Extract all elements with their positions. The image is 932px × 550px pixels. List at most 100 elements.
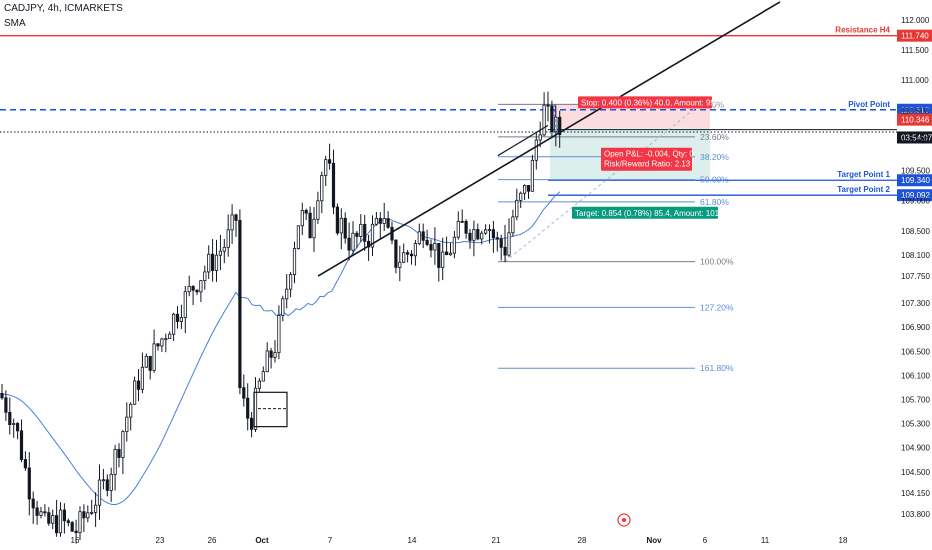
candle-body bbox=[441, 251, 445, 268]
y-tick-label: 105.700 bbox=[901, 396, 930, 405]
x-tick-label: 28 bbox=[578, 536, 587, 545]
candle-body bbox=[308, 212, 312, 239]
candle-body bbox=[62, 509, 67, 522]
candle-body bbox=[226, 229, 230, 248]
fib-level-label: 0.00% bbox=[700, 99, 725, 109]
candle-body bbox=[125, 416, 129, 433]
x-tick-label: 21 bbox=[492, 536, 501, 545]
candle-body bbox=[51, 515, 55, 524]
candle-body bbox=[343, 217, 347, 239]
level-label: Target Point 2 bbox=[837, 185, 890, 194]
candle-body bbox=[0, 393, 4, 399]
level-price-text: 111.740 bbox=[901, 32, 929, 41]
candle-body bbox=[4, 397, 8, 413]
price-tag-text: 110.346 bbox=[901, 116, 930, 125]
candle-body bbox=[257, 380, 262, 389]
fib-level-label: 38.20% bbox=[700, 152, 729, 162]
candle-body bbox=[222, 246, 226, 252]
candle-body bbox=[183, 291, 187, 318]
candle-body bbox=[519, 192, 523, 201]
fib-level-label: 100.00% bbox=[700, 257, 734, 267]
candle-body bbox=[523, 185, 527, 194]
candle-body bbox=[164, 338, 168, 341]
candle-body bbox=[300, 209, 304, 227]
y-tick-label: 106.900 bbox=[901, 323, 930, 332]
level-price-text: 110.510 bbox=[901, 106, 930, 115]
candle-body bbox=[390, 226, 394, 241]
candle-body bbox=[234, 214, 238, 221]
candle-body bbox=[456, 220, 460, 238]
candle-body bbox=[386, 218, 390, 228]
candle-body bbox=[542, 104, 546, 136]
candle-body bbox=[398, 261, 402, 268]
candle-body bbox=[31, 498, 35, 509]
candle-body bbox=[27, 467, 31, 500]
candle-body bbox=[269, 350, 273, 358]
candle-body bbox=[413, 243, 418, 257]
candle-body bbox=[476, 229, 480, 240]
candle-body bbox=[253, 387, 258, 430]
y-tick-label: 107.300 bbox=[901, 299, 930, 308]
level-label: Resistance H4 bbox=[835, 26, 890, 35]
candle-body bbox=[335, 206, 340, 234]
y-tick-label: 110.500 bbox=[901, 106, 930, 115]
level-label: Pivot Point bbox=[848, 100, 890, 109]
candle-body bbox=[355, 232, 359, 237]
candle-body bbox=[23, 459, 28, 469]
candle-body bbox=[546, 104, 550, 107]
level-price-text: 109.092 bbox=[901, 191, 930, 200]
candle-body bbox=[511, 216, 515, 234]
candle-body bbox=[495, 237, 499, 240]
indicator-label[interactable]: SMA bbox=[4, 18, 26, 29]
candle-body bbox=[417, 231, 421, 245]
candle-body bbox=[121, 431, 125, 458]
x-tick-label: Oct bbox=[255, 536, 269, 545]
candle-body bbox=[207, 253, 211, 273]
pnl-line-2: Risk/Reward Ratio: 2.13 bbox=[604, 160, 691, 169]
candle-body bbox=[366, 240, 371, 248]
candle-body bbox=[15, 423, 20, 432]
candle-body bbox=[402, 252, 406, 263]
candle-body bbox=[210, 253, 215, 271]
x-tick-label: Nov bbox=[646, 536, 662, 545]
y-tick-label: 106.100 bbox=[901, 371, 930, 380]
candle-body bbox=[359, 223, 363, 237]
candle-body bbox=[82, 511, 86, 519]
candle-body bbox=[90, 511, 94, 514]
candle-body bbox=[480, 232, 484, 240]
candle-body bbox=[558, 116, 562, 135]
candle-body bbox=[405, 252, 410, 255]
candle-body bbox=[94, 504, 98, 513]
candle-body bbox=[351, 232, 355, 251]
candle-body bbox=[242, 387, 246, 399]
candle-body bbox=[534, 139, 538, 161]
candle-body bbox=[429, 244, 433, 251]
level-price-tag bbox=[897, 189, 932, 202]
y-tick-label: 111.000 bbox=[901, 76, 929, 85]
candle-body bbox=[195, 289, 199, 293]
alert-icon-dot bbox=[622, 518, 626, 522]
x-tick-label: 18 bbox=[839, 536, 848, 545]
y-tick-label: 111.500 bbox=[901, 46, 929, 55]
candle-body bbox=[331, 162, 336, 208]
y-tick-label: 107.750 bbox=[901, 272, 930, 281]
candle-body bbox=[437, 242, 441, 268]
candle-body bbox=[550, 105, 554, 133]
pnl-line-1: Open P&L: -0.004, Qty: 0 bbox=[604, 150, 694, 159]
fib-level-label: 161.80% bbox=[700, 363, 734, 373]
candle-body bbox=[472, 229, 476, 241]
candle-body bbox=[281, 298, 285, 316]
candle-body bbox=[324, 159, 328, 176]
fib-level-label: 23.60% bbox=[700, 132, 729, 142]
y-tick-label: 112.000 bbox=[901, 16, 930, 25]
candle-body bbox=[74, 530, 78, 534]
candle-body bbox=[191, 286, 195, 291]
candle-body bbox=[316, 200, 320, 220]
candle-body bbox=[55, 515, 59, 534]
candle-body bbox=[136, 380, 141, 390]
y-tick-label: 109.000 bbox=[901, 197, 930, 206]
candle-body bbox=[327, 159, 332, 164]
candle-body bbox=[199, 280, 203, 293]
candle-body bbox=[421, 231, 425, 241]
